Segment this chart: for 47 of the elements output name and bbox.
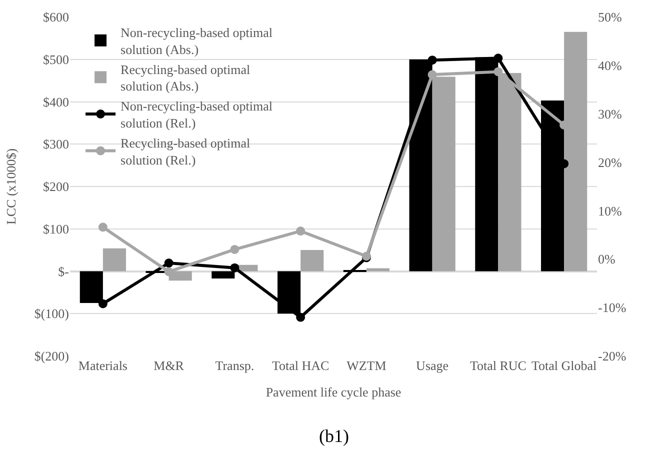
x-tick-label: Total RUC xyxy=(470,358,526,373)
x-tick-label: WZTM xyxy=(346,358,387,373)
legend-label: Non-recycling-based optimal solution (Abs.) xyxy=(120,25,273,57)
text: (b1) xyxy=(319,426,349,446)
y-tick-label: $- xyxy=(58,264,69,279)
y2-tick-label: 40% xyxy=(598,58,622,73)
point xyxy=(296,226,306,236)
y2-tick-label: -20% xyxy=(598,348,626,364)
y-tick-label: $100 xyxy=(43,221,69,236)
point xyxy=(230,244,240,254)
y2-tick-label: 20% xyxy=(598,154,622,170)
y-tick-label: $600 xyxy=(43,10,69,25)
bar xyxy=(102,248,126,272)
x-tick-label: M&R xyxy=(154,358,184,373)
x-tick-label: Total HAC xyxy=(272,358,330,373)
y2-tick-label: -10% xyxy=(598,300,626,316)
legend-label: Recycling-based optimal solution (Rel.) xyxy=(120,135,251,168)
point xyxy=(164,267,174,276)
y2-tick-label: 0% xyxy=(598,252,616,267)
y-tick-label: $300 xyxy=(43,136,69,152)
point xyxy=(98,222,108,232)
x-tick-label: Materials xyxy=(78,358,128,373)
y-tick-label: $200 xyxy=(43,179,69,194)
bar xyxy=(366,268,390,272)
point xyxy=(230,263,240,272)
point xyxy=(98,299,108,308)
x-tick-label: Usage xyxy=(416,358,449,373)
point xyxy=(164,258,174,268)
legend-label: Recycling-based optimal solution (Abs.) xyxy=(120,62,251,94)
point xyxy=(494,54,503,63)
point xyxy=(428,70,437,80)
y-tick-label: $(100) xyxy=(34,306,69,322)
x-tick-label: Transp. xyxy=(215,358,254,373)
point xyxy=(428,56,437,65)
point xyxy=(494,67,503,76)
y2-tick-label: 50% xyxy=(598,10,622,25)
x-axis-title: Pavement life cycle phase xyxy=(266,384,402,400)
y2-tick-label: 10% xyxy=(598,203,622,218)
x-tick-label: Total Global xyxy=(531,358,598,373)
point xyxy=(296,312,306,322)
y-tick-label: $(200) xyxy=(34,348,69,364)
y-tick-label: $400 xyxy=(43,94,69,110)
y-tick-label: $500 xyxy=(43,52,69,67)
y-axis-title: LCC (x1000$) xyxy=(3,148,18,225)
bar xyxy=(300,250,324,272)
y2-tick-label: 30% xyxy=(598,106,622,122)
legend-label: Non-recycling-based optimal solution (Rel.) xyxy=(120,98,273,131)
